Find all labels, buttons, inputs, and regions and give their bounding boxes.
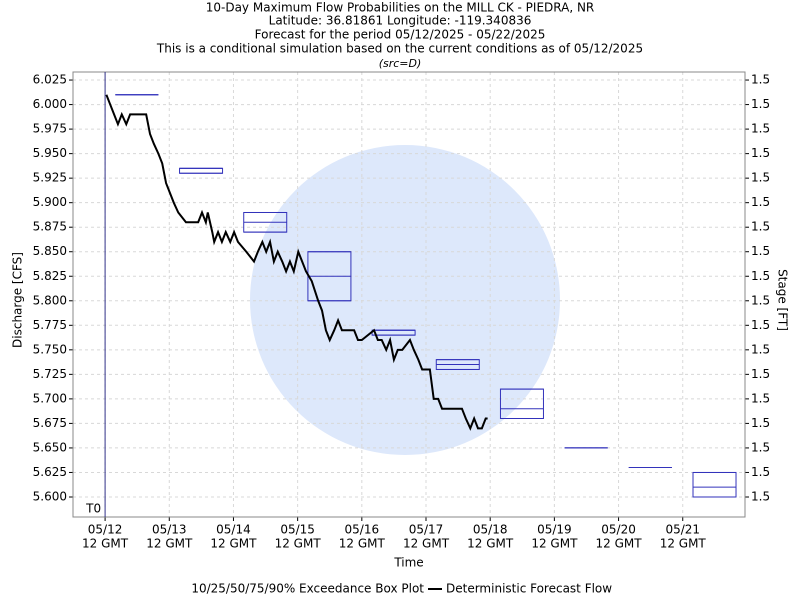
- box: [499, 388, 544, 420]
- y-tick-label: 5.725: [33, 367, 67, 381]
- y-tick-label: 5.975: [33, 122, 67, 136]
- x-tick-label: 05/15: [280, 523, 315, 537]
- title-line: 10-Day Maximum Flow Probabilities on the…: [206, 1, 595, 15]
- y-tick-label: 6.000: [33, 97, 67, 111]
- legend-entry: Deterministic Forecast Flow: [446, 582, 612, 596]
- x-tick-sublabel: 12 GMT: [660, 537, 707, 551]
- y-tick-label: 5.850: [33, 244, 67, 258]
- y-tick-label: 6.025: [33, 73, 67, 87]
- y-tick-label: 5.875: [33, 220, 67, 234]
- y-tick-label: 5.950: [33, 146, 67, 160]
- y-tick-label: 5.700: [33, 391, 67, 405]
- y-tick-label: 5.625: [33, 465, 67, 479]
- y2-tick-label: 1.5: [751, 318, 770, 332]
- y2-tick-label: 1.5: [751, 195, 770, 209]
- watermark: [250, 145, 560, 455]
- title-line: Latitude: 36.81861 Longitude: -119.34083…: [269, 14, 532, 28]
- forecast-line: [105, 94, 488, 431]
- x-tick-label: 05/21: [665, 523, 700, 537]
- x-tick-label: 05/12: [88, 523, 123, 537]
- y-tick-label: 5.750: [33, 342, 67, 356]
- box: [692, 471, 737, 498]
- y-tick-label: 5.650: [33, 440, 67, 454]
- y2-axis-label: Stage [FT]: [776, 269, 790, 331]
- x-axis-label: Time: [393, 556, 423, 570]
- x-tick-sublabel: 12 GMT: [403, 537, 450, 551]
- y2-tick-label: 1.5: [751, 465, 770, 479]
- x-tick-sublabel: 12 GMT: [275, 537, 322, 551]
- x-tick-sublabel: 12 GMT: [467, 537, 514, 551]
- plot-frame: [72, 71, 746, 518]
- x-tick-label: 05/16: [345, 523, 380, 537]
- y-tick-label: 5.600: [33, 489, 67, 503]
- y2-tick-label: 1.5: [751, 293, 770, 307]
- y2-tick-label: 1.5: [751, 440, 770, 454]
- x-tick-label: 05/18: [473, 523, 508, 537]
- x-tick-label: 05/17: [409, 523, 444, 537]
- x-tick-sublabel: 12 GMT: [531, 537, 578, 551]
- title-line: Forecast for the period 05/12/2025 - 05/…: [255, 28, 546, 42]
- y2-tick-label: 1.5: [751, 122, 770, 136]
- y2-tick-label: 1.5: [751, 489, 770, 503]
- legend-entry: 10/25/50/75/90% Exceedance Box Plot: [191, 582, 424, 596]
- t0-label: T0: [85, 502, 101, 516]
- x-tick-label: 05/20: [601, 523, 636, 537]
- y2-tick-label: 1.5: [751, 220, 770, 234]
- subtitle: (src=D): [379, 57, 422, 70]
- y2-tick-label: 1.5: [751, 367, 770, 381]
- y2-tick-label: 1.5: [751, 342, 770, 356]
- y2-tick-label: 1.5: [751, 146, 770, 160]
- y-tick-label: 5.675: [33, 416, 67, 430]
- x-tick-label: 05/19: [537, 523, 572, 537]
- x-tick-sublabel: 12 GMT: [339, 537, 386, 551]
- y2-tick-label: 1.5: [751, 171, 770, 185]
- x-tick-sublabel: 12 GMT: [82, 537, 129, 551]
- x-tick-sublabel: 12 GMT: [596, 537, 643, 551]
- y-tick-label: 5.775: [33, 318, 67, 332]
- y2-tick-label: 1.5: [751, 97, 770, 111]
- y-axis-label: Discharge [CFS]: [11, 252, 25, 348]
- y2-tick-label: 1.5: [751, 244, 770, 258]
- x-tick-label: 05/14: [216, 523, 251, 537]
- y-tick-label: 5.925: [33, 171, 67, 185]
- x-tick-label: 05/13: [152, 523, 187, 537]
- y-tick-label: 5.800: [33, 293, 67, 307]
- x-tick-sublabel: 12 GMT: [210, 537, 257, 551]
- box: [179, 167, 224, 174]
- y-tick-label: 5.900: [33, 195, 67, 209]
- y-tick-label: 5.825: [33, 269, 67, 283]
- y2-tick-label: 1.5: [751, 73, 770, 87]
- y2-tick-label: 1.5: [751, 416, 770, 430]
- x-tick-sublabel: 12 GMT: [146, 537, 193, 551]
- title-line: This is a conditional simulation based o…: [156, 42, 643, 56]
- y2-tick-label: 1.5: [751, 391, 770, 405]
- y2-tick-label: 1.5: [751, 269, 770, 283]
